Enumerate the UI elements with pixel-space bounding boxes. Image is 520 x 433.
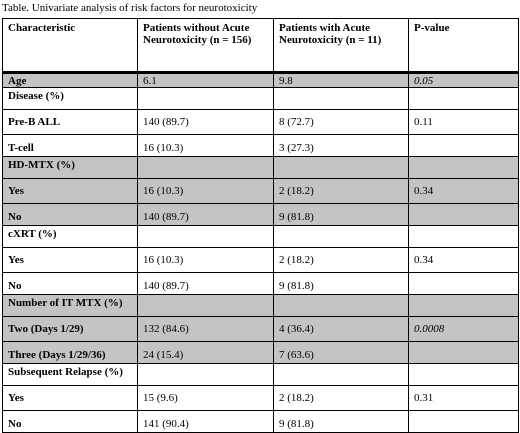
row-label: No (2, 272, 138, 295)
group-title: HD-MTX (%) (2, 156, 138, 179)
table-row: Yes 15 (9.6) 2 (18.2) 0.31 (2, 385, 519, 411)
row-label: T-cell (2, 134, 138, 157)
table-row: Three (Days 1/29/36) 24 (15.4) 7 (63.6) (2, 341, 519, 364)
cell-without: 15 (9.6) (137, 385, 274, 411)
cell-without: 140 (89.7) (137, 203, 274, 226)
cell-without: 140 (89.7) (137, 272, 274, 295)
group-header-row: cXRT (%) (2, 225, 519, 248)
cell-p-value: 0.11 (408, 109, 519, 135)
cell-with: 9 (81.8) (273, 203, 409, 226)
cell-with: 7 (63.6) (273, 341, 409, 364)
table-caption: Table. Univariate analysis of risk facto… (2, 2, 258, 14)
cell-p-value (408, 410, 519, 433)
cell-without: 140 (89.7) (137, 109, 274, 135)
cell-with: 9.8 (273, 71, 409, 88)
cell-with: 4 (36.4) (273, 316, 409, 342)
group-header-row: Subsequent Relapse (%) (2, 363, 519, 386)
table-row: Pre-B ALL 140 (89.7) 8 (72.7) 0.11 (2, 109, 519, 135)
row-label: No (2, 203, 138, 226)
table-row: Yes 16 (10.3) 2 (18.2) 0.34 (2, 178, 519, 204)
cell-p-value (408, 341, 519, 364)
cell-without: 24 (15.4) (137, 341, 274, 364)
row-label: Yes (2, 247, 138, 273)
row-label: Pre-B ALL (2, 109, 138, 135)
cell-p-value: 0.0008 (408, 316, 519, 342)
cell-p-value: 0.05 (408, 71, 519, 88)
row-label: Yes (2, 385, 138, 411)
row-label: Age (2, 71, 138, 88)
cell-with: 9 (81.8) (273, 410, 409, 433)
risk-factor-table: Characteristic Patients without Acute Ne… (2, 18, 519, 433)
header-without-neurotoxicity: Patients without Acute Neurotoxicity (n … (137, 18, 274, 73)
table-row: No 141 (90.4) 9 (81.8) (2, 410, 519, 433)
group-title: Disease (%) (2, 87, 138, 110)
table-header-row: Characteristic Patients without Acute Ne… (2, 18, 519, 73)
cell-with: 3 (27.3) (273, 134, 409, 157)
row-label: Yes (2, 178, 138, 204)
cell-without: 6.1 (137, 71, 274, 88)
table-row: No 140 (89.7) 9 (81.8) (2, 272, 519, 295)
group-header-row: Disease (%) (2, 87, 519, 110)
cell-p-value (408, 134, 519, 157)
cell-with: 8 (72.7) (273, 109, 409, 135)
cell-p-value (408, 272, 519, 295)
cell-without: 16 (10.3) (137, 134, 274, 157)
table-row: Yes 16 (10.3) 2 (18.2) 0.34 (2, 247, 519, 273)
cell-without: 16 (10.3) (137, 247, 274, 273)
cell-p-value: 0.31 (408, 385, 519, 411)
cell-p-value (408, 203, 519, 226)
row-label: Two (Days 1/29) (2, 316, 138, 342)
group-title: Subsequent Relapse (%) (2, 363, 138, 386)
cell-p-value: 0.34 (408, 247, 519, 273)
header-with-neurotoxicity: Patients with Acute Neurotoxicity (n = 1… (273, 18, 409, 73)
cell-without: 132 (84.6) (137, 316, 274, 342)
table-row: No 140 (89.7) 9 (81.8) (2, 203, 519, 226)
table-row: Two (Days 1/29) 132 (84.6) 4 (36.4) 0.00… (2, 316, 519, 342)
row-label: Three (Days 1/29/36) (2, 341, 138, 364)
table-row-age: Age 6.1 9.8 0.05 (2, 71, 519, 88)
cell-with: 2 (18.2) (273, 247, 409, 273)
group-title: cXRT (%) (2, 225, 138, 248)
header-characteristic: Characteristic (2, 18, 138, 73)
cell-without: 141 (90.4) (137, 410, 274, 433)
cell-with: 2 (18.2) (273, 385, 409, 411)
cell-p-value: 0.34 (408, 178, 519, 204)
cell-with: 9 (81.8) (273, 272, 409, 295)
header-p-value: P-value (408, 18, 519, 73)
cell-with: 2 (18.2) (273, 178, 409, 204)
cell-without: 16 (10.3) (137, 178, 274, 204)
row-label: No (2, 410, 138, 433)
group-title: Number of IT MTX (%) (2, 294, 138, 317)
table-row: T-cell 16 (10.3) 3 (27.3) (2, 134, 519, 157)
group-header-row: HD-MTX (%) (2, 156, 519, 179)
group-header-row: Number of IT MTX (%) (2, 294, 519, 317)
